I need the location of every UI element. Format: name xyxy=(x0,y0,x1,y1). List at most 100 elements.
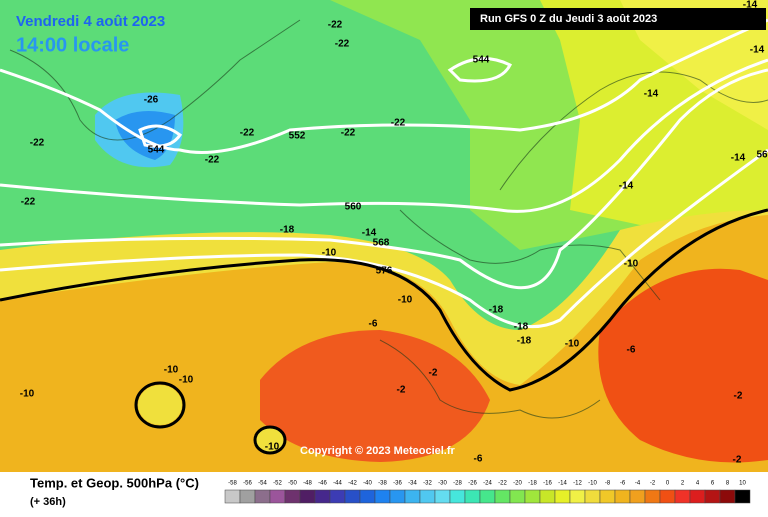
legend-swatch xyxy=(374,489,391,504)
contour-label: -14 xyxy=(731,153,746,164)
legend-swatch xyxy=(284,489,301,504)
contour-label: 576 xyxy=(376,266,393,277)
contour-label: 552 xyxy=(289,131,306,142)
legend-label: -14 xyxy=(558,481,567,487)
contour-label: -10 xyxy=(20,389,35,400)
contour-label: -6 xyxy=(627,345,636,356)
contour-label: -22 xyxy=(328,20,343,31)
run-box xyxy=(470,8,766,30)
legend-label: -20 xyxy=(513,481,522,487)
contour-label: -14 xyxy=(743,0,758,11)
contour-label: -26 xyxy=(144,95,159,106)
legend-swatch xyxy=(269,489,286,504)
legend-swatch xyxy=(674,489,691,504)
contour-label: -14 xyxy=(644,89,659,100)
contour-label: -10 xyxy=(322,248,337,259)
legend-swatch xyxy=(254,489,271,504)
isotherm-loop xyxy=(253,425,287,455)
legend-swatch xyxy=(509,489,526,504)
legend-swatch xyxy=(614,489,631,504)
legend-label: -32 xyxy=(423,481,432,487)
legend-label: 2 xyxy=(681,481,685,487)
legend-label: -48 xyxy=(303,481,312,487)
date-label: Vendredi 4 août 2023 xyxy=(16,13,165,30)
legend-swatch xyxy=(569,489,586,504)
field-yellow-island xyxy=(138,385,182,425)
legend-swatch xyxy=(404,489,421,504)
legend-swatch xyxy=(689,489,706,504)
field-red-west xyxy=(260,330,490,462)
legend-label: -36 xyxy=(393,481,402,487)
contour-label: -14 xyxy=(750,45,765,56)
contour-label: -2 xyxy=(429,368,438,379)
legend-swatch xyxy=(449,489,466,504)
legend-label: -38 xyxy=(378,481,387,487)
legend-swatch xyxy=(539,489,556,504)
legend-swatch xyxy=(359,489,376,504)
legend-label: -28 xyxy=(453,481,462,487)
isotherm-loop xyxy=(134,381,186,429)
legend-swatch xyxy=(719,489,736,504)
legend-label: -16 xyxy=(543,481,552,487)
coastlines xyxy=(9,19,768,419)
time-label: 14:00 locale xyxy=(16,34,129,56)
contour-label: -14 xyxy=(619,181,634,192)
contour-label: 560 xyxy=(345,202,362,213)
contour-label: -6 xyxy=(474,454,483,465)
legend-label: -2 xyxy=(650,481,656,487)
contour-label: -22 xyxy=(335,39,350,50)
legend-label: 4 xyxy=(696,481,700,487)
legend-label: -52 xyxy=(273,481,282,487)
legend-swatch xyxy=(224,489,241,504)
legend-label: 8 xyxy=(726,481,730,487)
contour-label: 544 xyxy=(148,145,165,156)
legend-swatch xyxy=(299,489,316,504)
legend-label: -12 xyxy=(573,481,582,487)
contour-label: 544 xyxy=(473,55,490,66)
legend-label: 6 xyxy=(711,481,715,487)
legend-swatch xyxy=(464,489,481,504)
contour-label: -22 xyxy=(30,138,45,149)
legend-label: -4 xyxy=(635,481,641,487)
legend-swatch xyxy=(314,489,331,504)
contour-label: -10 xyxy=(398,295,413,306)
legend-swatch xyxy=(584,489,601,504)
contour-label: -14 xyxy=(362,228,377,239)
legend-swatch xyxy=(734,489,751,504)
contour-label: -18 xyxy=(280,225,295,236)
legend-label: -54 xyxy=(258,481,267,487)
legend-swatch xyxy=(704,489,721,504)
contour-label: -10 xyxy=(565,339,580,350)
legend-label: -34 xyxy=(408,481,417,487)
contour-label: -18 xyxy=(517,336,532,347)
legend-swatch xyxy=(494,489,511,504)
footer-title: Temp. et Geop. 500hPa (°C) xyxy=(30,475,199,490)
legend-label: -56 xyxy=(243,481,252,487)
legend-label: -24 xyxy=(483,481,492,487)
contour-label: -10 xyxy=(164,365,179,376)
legend-swatch xyxy=(599,489,616,504)
contour-label: -10 xyxy=(624,259,639,270)
legend-swatch xyxy=(239,489,256,504)
legend-label: -44 xyxy=(333,481,342,487)
legend-label: -40 xyxy=(363,481,372,487)
legend-swatch xyxy=(344,489,361,504)
legend-swatch xyxy=(659,489,676,504)
contour-labels: -22 -22 -26 -22 544 -22 552 -22 -22 -22 544 -14 -14 -… xyxy=(20,0,768,466)
contour-label: -22 xyxy=(391,118,406,129)
footer-lead: (+ 36h) xyxy=(30,496,66,508)
contour-label: -2 xyxy=(733,455,742,466)
legend-swatch xyxy=(329,489,346,504)
field-yellow-spot xyxy=(256,428,284,452)
legend-label: -8 xyxy=(605,481,611,487)
legend-label: -50 xyxy=(288,481,297,487)
field-red-east xyxy=(598,268,768,463)
zero-isotherm xyxy=(0,208,768,392)
legend-label: 0 xyxy=(666,481,670,487)
contour-label: -18 xyxy=(514,322,529,333)
contour-label: -22 xyxy=(240,128,255,139)
legend-label: -22 xyxy=(498,481,507,487)
run-label: Run GFS 0 Z du Jeudi 3 août 2023 xyxy=(480,13,657,25)
legend-label: -58 xyxy=(228,481,237,487)
